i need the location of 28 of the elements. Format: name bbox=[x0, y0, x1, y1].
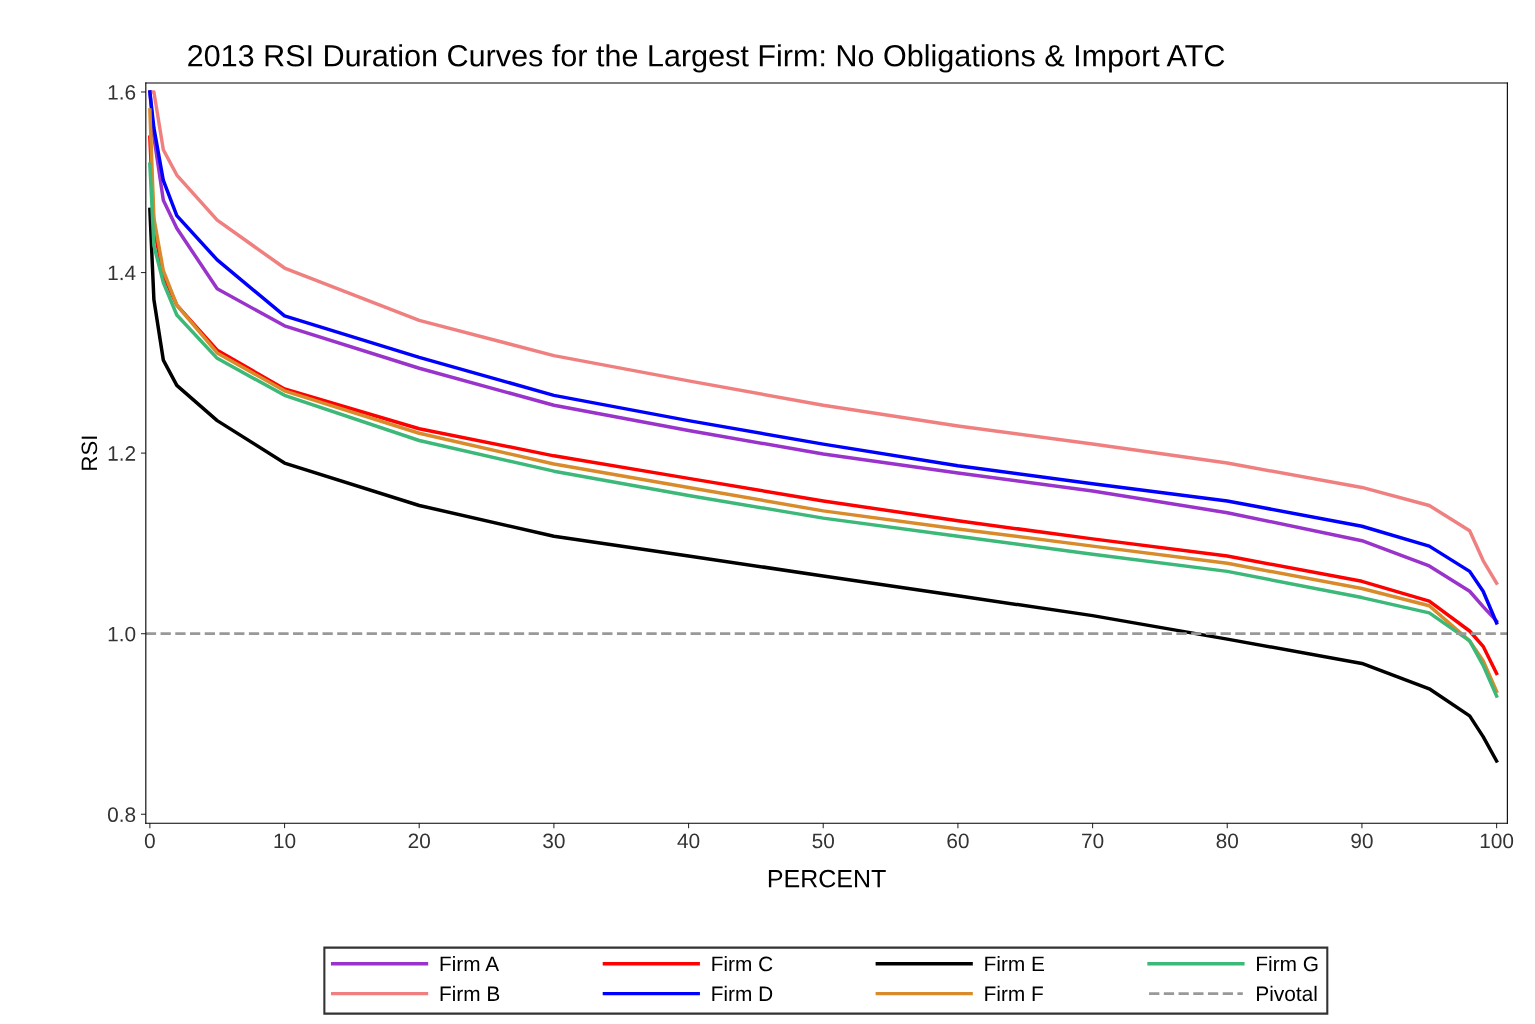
x-tick-label: 100 bbox=[1480, 833, 1514, 849]
y-axis-title: RSI bbox=[81, 436, 98, 470]
x-tick-label: 40 bbox=[677, 833, 700, 849]
y-tick-label: 1.0 bbox=[108, 626, 136, 642]
legend-label: Pivotal bbox=[1257, 985, 1317, 1002]
x-tick-label: 30 bbox=[543, 833, 565, 849]
x-tick-label: 70 bbox=[1082, 833, 1104, 849]
x-tick-label: 50 bbox=[812, 833, 834, 849]
x-tick-label: 90 bbox=[1351, 833, 1373, 849]
y-tick-label: 1.2 bbox=[108, 446, 136, 461]
legend-label: Firm D bbox=[712, 985, 773, 1001]
legend-label: Firm A bbox=[440, 955, 500, 972]
legend-label: Firm F bbox=[985, 985, 1043, 1001]
y-tick-label: 1.6 bbox=[108, 84, 136, 100]
y-tick-label: 0.8 bbox=[107, 807, 136, 823]
x-axis-title: PERCENT bbox=[768, 869, 886, 888]
legend-label: Firm E bbox=[985, 955, 1045, 972]
legend-label: Firm G bbox=[1257, 955, 1318, 972]
legend-label: Firm C bbox=[712, 955, 773, 972]
line-series bbox=[148, 207, 1499, 763]
x-tick-label: 0 bbox=[144, 833, 155, 849]
x-tick-label: 20 bbox=[408, 833, 430, 849]
y-tick-label: 1.4 bbox=[108, 265, 136, 281]
x-tick-label: 10 bbox=[274, 833, 296, 849]
x-tick-label: 60 bbox=[947, 833, 969, 849]
legend-label: Firm B bbox=[440, 985, 500, 1001]
chart-title: 2013 RSI Duration Curves for the Largest Firm: No Obligations & Import ATC bbox=[188, 44, 1225, 73]
x-tick-label: 80 bbox=[1216, 833, 1239, 849]
